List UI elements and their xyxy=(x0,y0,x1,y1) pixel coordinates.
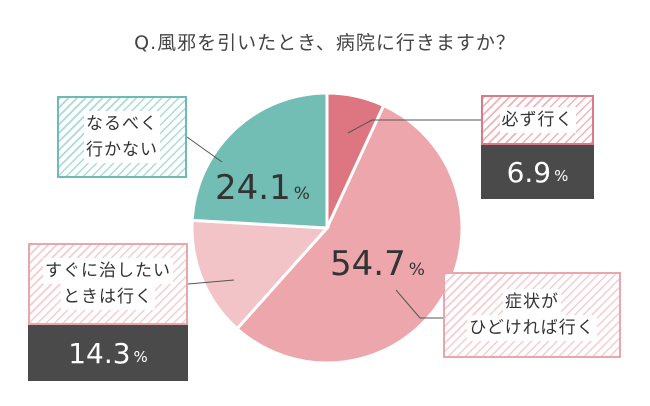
chart-title: Q.風邪を引いたとき、病院に行きますか？ xyxy=(134,32,516,54)
leader-narubeku xyxy=(186,136,223,163)
label-box-kanarazu: 必ず行く xyxy=(481,95,594,145)
leader-kanarazu xyxy=(347,119,481,134)
slice-label-sugu-line1: すぐに治したい xyxy=(43,258,173,284)
value-box-kanarazu: 6.9 % xyxy=(481,145,594,199)
slice-narubeku xyxy=(190,91,329,230)
label-box-narubeku: なるべく 行かない xyxy=(57,96,187,178)
slice-label-shojo-line2: ひどければ行く xyxy=(467,315,597,341)
slice-label-kanarazu: 必ず行く xyxy=(499,107,576,133)
label-box-shojo: 症状が ひどければ行く xyxy=(443,272,621,358)
slice-shojo xyxy=(234,103,464,365)
slice-label-sugu-line2: ときは行く xyxy=(61,284,155,310)
slice-label-shojo-line1: 症状が xyxy=(503,289,561,315)
slice-sugu xyxy=(190,218,331,331)
slice-label-narubeku-line1: なるべく xyxy=(84,111,160,137)
leader-sugu xyxy=(187,279,235,285)
slice-unit-sugu: % xyxy=(133,348,148,366)
slice-value-sugu: 14.3 xyxy=(68,336,131,370)
slice-label-narubeku-line2: 行かない xyxy=(84,137,160,163)
slice-value-kanarazu: 6.9 xyxy=(506,155,552,189)
slice-unit-kanarazu: % xyxy=(554,167,569,185)
leader-shojo xyxy=(395,289,443,319)
slice-value-shojo: 54.7 % xyxy=(330,244,425,284)
value-box-sugu: 14.3 % xyxy=(28,325,188,381)
label-box-sugu: すぐに治したい ときは行く xyxy=(28,243,188,325)
slice-value-narubeku: 24.1 % xyxy=(215,168,310,208)
